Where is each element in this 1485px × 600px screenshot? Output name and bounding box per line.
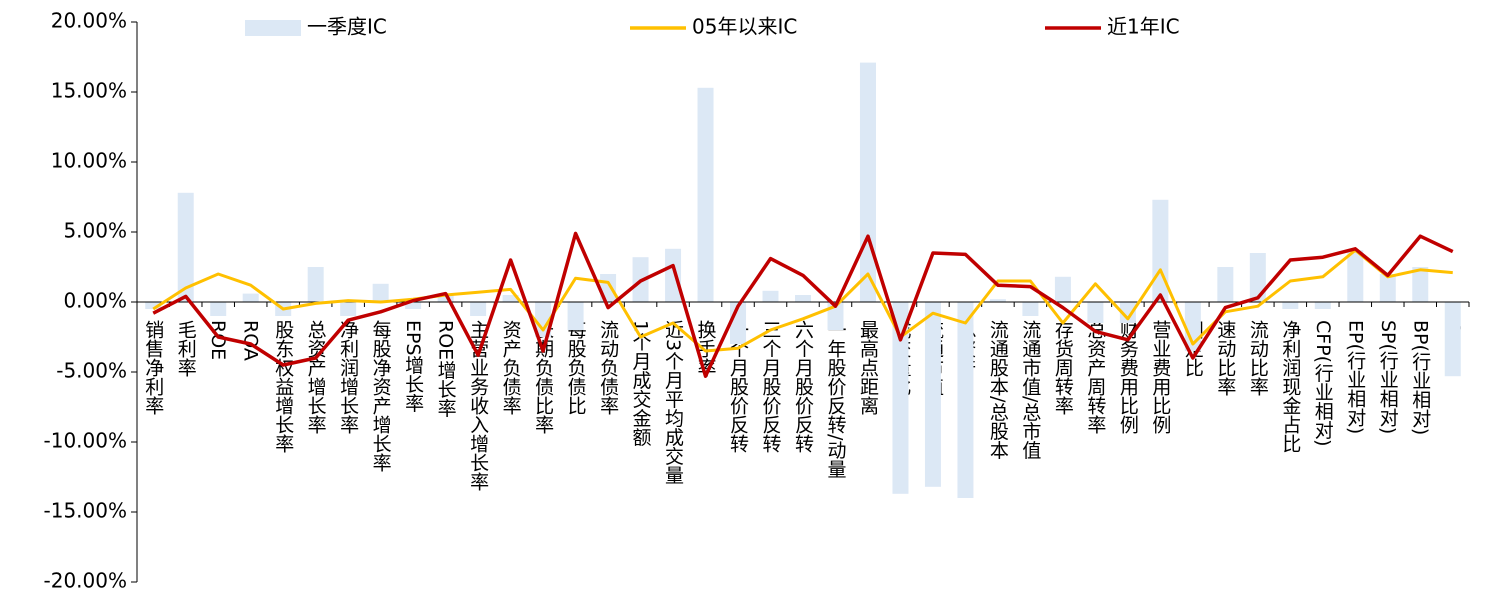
bar [307,267,324,302]
legend-swatch [245,20,301,36]
line-series [152,231,1454,378]
x-tick-label: 财务费用比例 [1117,320,1139,434]
bar [665,248,682,302]
bar [1412,267,1429,302]
x-tick-label: 一年股价反转/动量 [824,320,846,478]
line-series [152,248,1453,353]
bar [177,192,194,302]
y-tick-label: 10.00% [51,149,127,173]
legend-label: 一季度IC [307,15,387,39]
x-tick-label: 速动比率 [1214,320,1236,396]
bar [1087,302,1104,323]
x-tick-label: 每股净资产增长率 [370,320,392,472]
bar [989,299,1006,302]
x-tick-label: EPS增长率 [402,320,424,413]
x-tick-label: ROA [240,320,262,361]
x-tick-label: CFP(行业相对) [1312,320,1334,446]
bar [1347,250,1364,302]
x-tick-label: 流通股本/总股本 [987,320,1009,460]
x-tick-label: 净利润增长率 [337,320,359,434]
x-tick-label: 净利润现金占比 [1279,320,1301,453]
x-tick-label: 近3个月平均成交量 [662,320,684,484]
x-tick-label: 六个月股价反转 [792,320,814,453]
bar [437,295,454,302]
bar [1249,253,1266,302]
x-tick-label: 总资产周转率 [1084,320,1106,434]
x-tick-label: 长期负债比率 [532,320,554,434]
bar [1379,274,1396,302]
y-tick-label: 5.00% [63,219,127,243]
x-tick-label: 存货周转率 [1052,320,1074,415]
x-tick-label: 1个月成交金额 [630,320,652,446]
x-tick-label: 总资产增长率 [305,320,327,434]
bar [1314,302,1331,309]
x-tick-label: ROE增长率 [435,320,457,417]
bar [242,293,259,302]
bar [372,283,389,302]
y-tick-label: 0.00% [63,289,127,313]
bar [1282,302,1299,309]
bar [1152,199,1169,302]
x-tick-label: 营业费用比例 [1149,320,1171,434]
bar [892,302,909,494]
x-tick-label: 流动比率 [1247,320,1269,396]
x-tick-label: 主营业务收入增长率 [467,320,489,491]
y-tick-label: 15.00% [51,79,127,103]
x-tick-label: EP(行业相对) [1344,320,1366,434]
y-tick-label: -15.00% [44,499,127,523]
x-tick-label: 销售净利率 [142,320,164,415]
legend-label: 05年以来IC [692,15,797,39]
bar [1217,267,1234,302]
bar [502,295,519,302]
x-tick-label: BP(行业相对) [1409,320,1431,435]
bar [1022,302,1039,316]
bar [470,302,487,316]
bar [1054,276,1071,302]
y-tick-label: -20.00% [44,569,127,593]
x-tick-label: 毛利率 [175,320,197,377]
x-tick-label: 流动负债率 [597,320,619,415]
y-tick-label: 20.00% [51,9,127,33]
x-tick-label: 三个月股价反转 [760,320,782,453]
x-tick-label: 最高点距离 [857,320,879,416]
bar [1444,302,1461,377]
x-tick-label: 流通市值/总市值 [1019,320,1041,460]
legend-label: 近1年IC [1107,15,1180,39]
bar [924,302,941,487]
bar [795,295,811,302]
bar [210,302,227,316]
bar [535,302,552,337]
x-tick-label: SP(行业相对) [1377,320,1399,434]
x-tick-label: 股东权益增长率 [272,320,294,453]
y-tick-label: -10.00% [44,429,127,453]
bar [859,62,876,302]
bar [697,87,714,302]
x-tick-label: 资产负债率 [500,320,522,415]
bar [405,302,422,309]
bar [957,302,974,498]
bar [567,302,584,330]
x-tick-label: 每股负债比 [565,320,587,415]
bar [1119,302,1136,323]
bar [762,290,779,302]
bar [145,302,162,309]
y-tick-label: -5.00% [56,359,127,383]
x-tick-label: 一个月股价反转 [727,320,749,453]
bar [340,302,357,316]
